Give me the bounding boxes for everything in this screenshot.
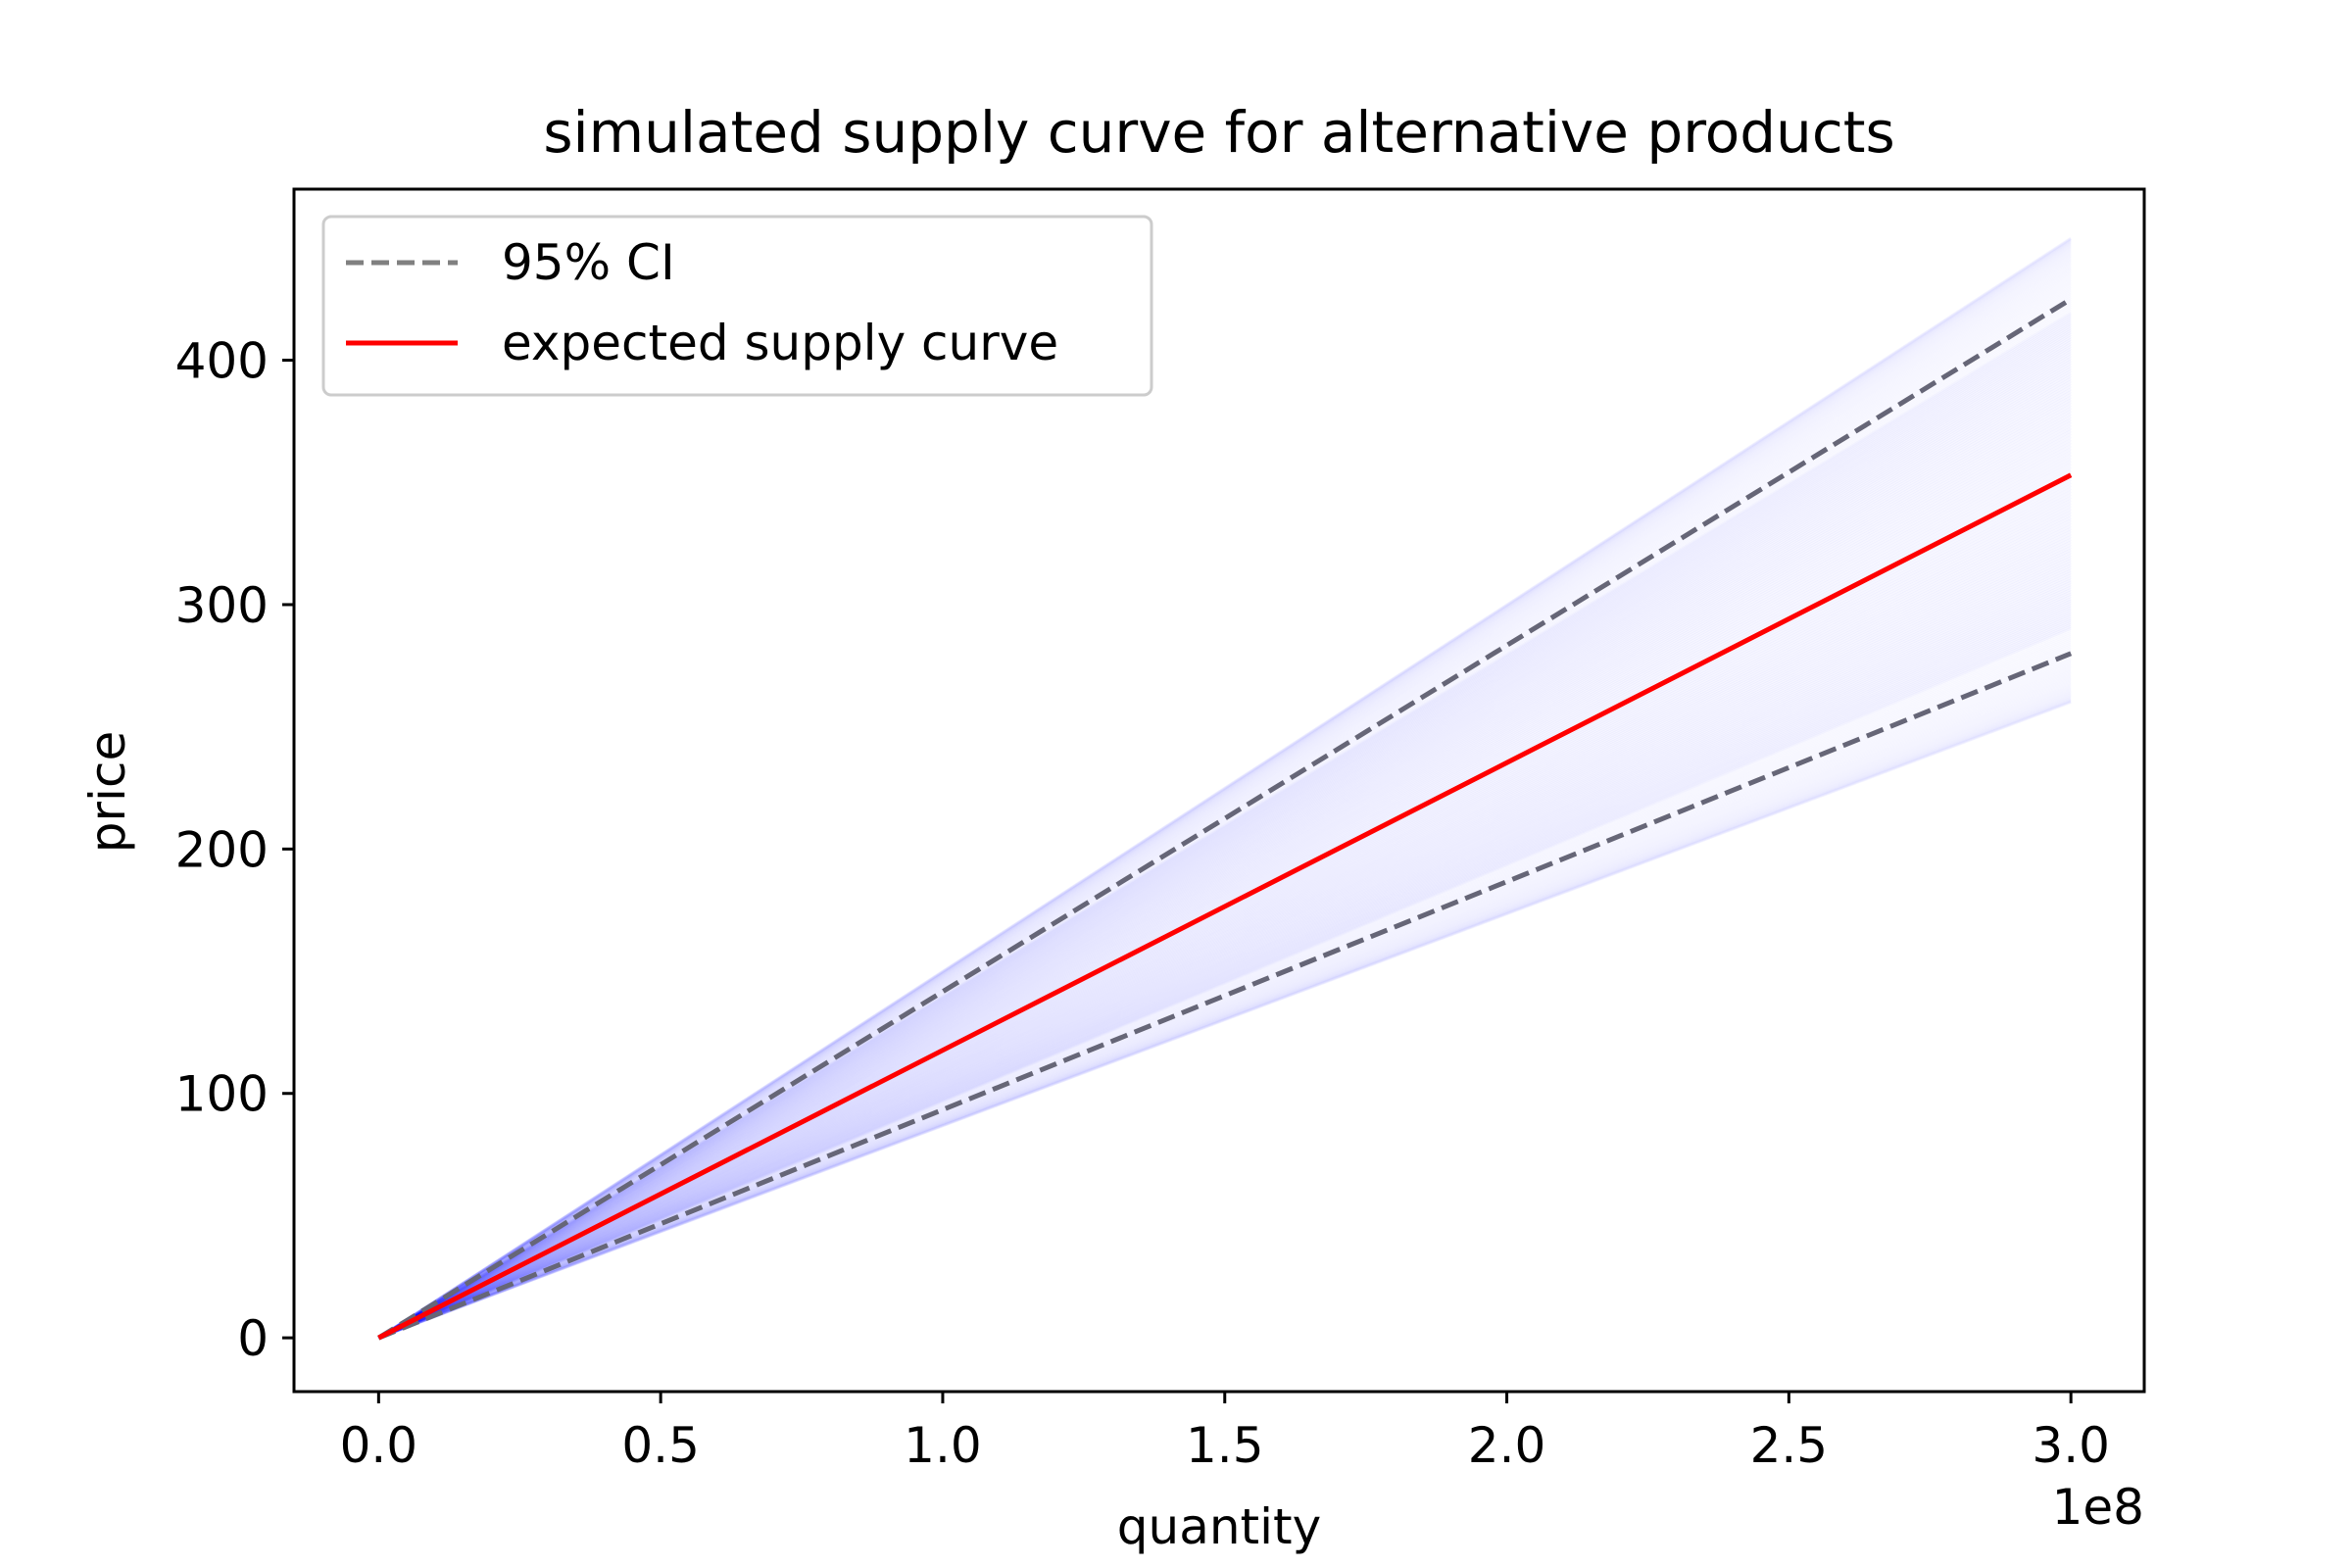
x-tick-label: 2.5	[1750, 1417, 1829, 1474]
axes-frame	[292, 187, 2146, 1394]
x-axis-offset-label: 1e8	[2052, 1479, 2144, 1536]
chart-title: simulated supply curve for alternative p…	[543, 99, 1894, 166]
legend-box	[321, 215, 1153, 397]
legend-label-ci: 95% CI	[502, 234, 675, 291]
y-tick-label: 200	[175, 821, 269, 878]
y-tick-label: 400	[175, 333, 269, 390]
x-tick-label: 2.0	[1468, 1417, 1546, 1474]
expected-supply-line	[377, 472, 2073, 1341]
x-axis-label: quantity	[1117, 1498, 1321, 1555]
x-tick-label: 0.0	[340, 1417, 418, 1474]
y-axis-label: price	[79, 731, 136, 853]
legend: 95% CI expected supply curve	[321, 215, 1153, 397]
x-tick-label: 3.0	[2032, 1417, 2110, 1474]
y-tick-label: 100	[175, 1066, 269, 1123]
x-tick-label: 0.5	[621, 1417, 700, 1474]
x-tick-label: 1.0	[904, 1417, 982, 1474]
x-axis-ticks: 0.0 0.5 1.0 1.5 2.0 2.5 3.0	[340, 1392, 2110, 1474]
legend-label-expected: expected supply curve	[502, 315, 1058, 371]
series-lines	[377, 297, 2073, 1341]
y-tick-label: 0	[237, 1310, 269, 1367]
x-tick-label: 1.5	[1186, 1417, 1264, 1474]
y-tick-label: 300	[175, 577, 269, 634]
y-axis-ticks: 0 100 200 300 400	[175, 333, 294, 1367]
